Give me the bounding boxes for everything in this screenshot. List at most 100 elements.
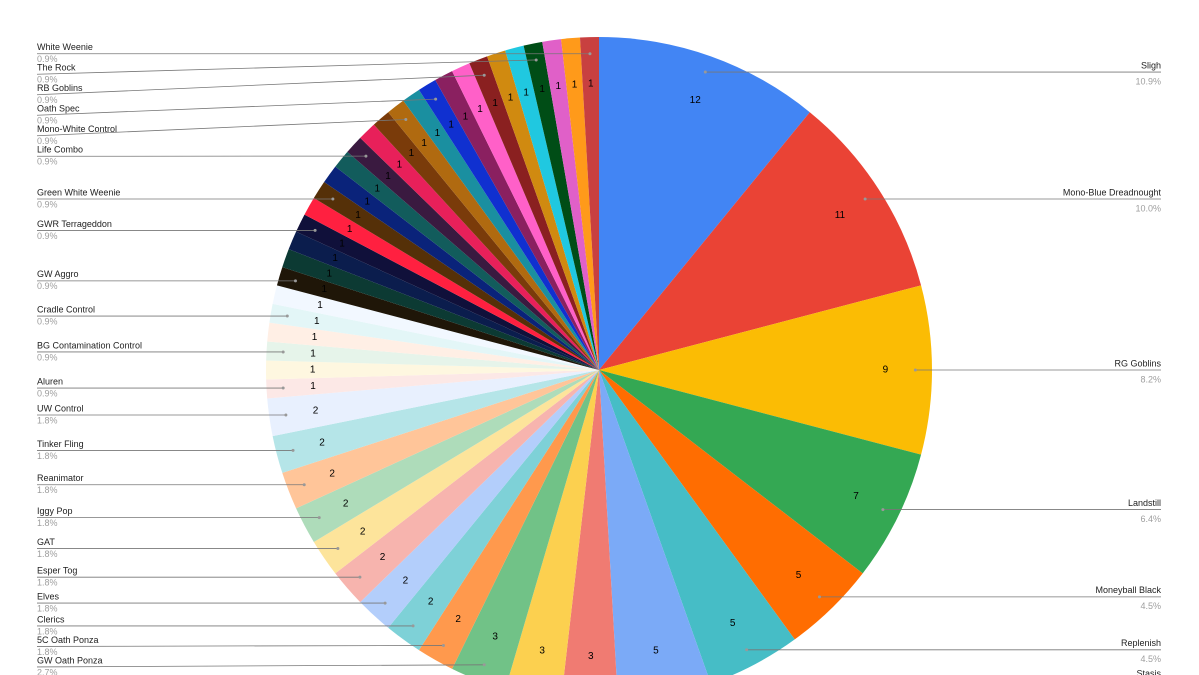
leader-dot — [331, 197, 335, 201]
leader-dot — [317, 516, 321, 520]
slice-label: GW Aggro — [37, 269, 79, 279]
leader-dot — [285, 314, 289, 318]
slice-label: Moneyball Black — [1095, 585, 1161, 595]
pie-slice — [599, 370, 795, 675]
slice-percent: 4.5% — [1140, 601, 1161, 611]
slice-value: 1 — [310, 348, 316, 359]
slice-value: 3 — [539, 645, 545, 656]
leader-dot — [281, 350, 285, 354]
leader-dot — [411, 624, 415, 628]
pie-slice — [266, 341, 599, 370]
pie-slice — [388, 370, 599, 651]
slice-value: 2 — [360, 526, 366, 537]
pie-slice — [373, 112, 599, 370]
slice-value: 2 — [455, 614, 461, 625]
pie-slice — [487, 50, 599, 371]
slice-label: Elves — [37, 591, 60, 601]
slice-label: Esper Tog — [37, 566, 77, 576]
pie-slice — [579, 37, 599, 370]
slice-label: Stasis — [1136, 668, 1161, 675]
slice-value: 1 — [555, 81, 561, 92]
slice-label: Tinker Fling — [37, 439, 84, 449]
slice-percent: 1.8% — [37, 578, 58, 588]
slice-value: 5 — [796, 570, 802, 581]
slice-value: 1 — [435, 128, 441, 139]
slice-label: Life Combo — [37, 145, 83, 155]
slice-value: 2 — [343, 498, 349, 509]
pie-slice — [266, 370, 599, 399]
pie-slice — [313, 182, 599, 370]
pie-slice — [267, 322, 599, 370]
slice-value: 1 — [314, 316, 320, 327]
slice-percent: 6.4% — [1140, 514, 1161, 524]
slice-label: GW Oath Ponza — [37, 655, 103, 665]
slice-value: 1 — [508, 92, 514, 103]
slice-value: 1 — [463, 111, 469, 122]
leader-dot — [358, 575, 362, 579]
slice-value: 2 — [319, 437, 325, 448]
leader-dot — [913, 368, 917, 372]
slice-value: 2 — [403, 576, 409, 587]
slice-percent: 4.5% — [1140, 654, 1161, 664]
slice-label: UW Control — [37, 403, 84, 413]
slice-value: 1 — [347, 224, 353, 235]
slice-value: 5 — [730, 618, 736, 629]
slice-value: 1 — [492, 98, 498, 109]
slice-value: 5 — [653, 645, 659, 656]
pie-slice — [418, 80, 599, 370]
leader-dot — [302, 483, 306, 487]
leader-dot — [313, 228, 317, 232]
pie-slice — [282, 370, 599, 509]
leader-line — [36, 74, 485, 96]
slice-value: 1 — [385, 171, 391, 182]
slice-value: 1 — [321, 284, 327, 295]
leader-dot — [588, 52, 592, 56]
slice-percent: 8.2% — [1140, 374, 1161, 384]
pie-slice — [505, 45, 599, 371]
leader-dot — [364, 154, 368, 158]
slice-percent: 10.9% — [1135, 76, 1161, 86]
slice-value: 1 — [409, 148, 415, 159]
leader-dot — [817, 595, 821, 599]
slice-percent: 0.9% — [37, 116, 58, 126]
slice-value: 1 — [375, 183, 381, 194]
slice-value: 7 — [853, 491, 859, 502]
leader-dot — [745, 648, 749, 652]
pie-slice — [599, 112, 922, 370]
slice-label: Reanimator — [37, 473, 84, 483]
pie-slice — [403, 89, 599, 370]
leader-dot — [383, 601, 387, 605]
slice-value: 2 — [313, 405, 319, 416]
slice-value: 1 — [310, 365, 316, 376]
leader-dot — [881, 508, 885, 512]
slice-value: 1 — [477, 104, 483, 115]
pie-slice — [599, 37, 810, 370]
slice-value: 11 — [835, 210, 846, 221]
pie-slice — [324, 166, 599, 370]
leader-dot — [534, 58, 538, 62]
slice-label: GWR Terrageddon — [37, 219, 112, 229]
pie-slice — [388, 100, 599, 370]
pie-slice — [360, 124, 599, 371]
slice-percent: 0.9% — [37, 54, 58, 64]
leader-line — [36, 645, 444, 647]
slice-label: Cradle Control — [37, 304, 95, 314]
leader-line — [36, 98, 436, 116]
slice-value: 1 — [339, 238, 345, 249]
slice-percent: 0.9% — [37, 136, 58, 146]
pie-slice — [523, 41, 599, 371]
pie-slice — [296, 214, 599, 370]
pie-slice — [418, 370, 599, 669]
slice-value: 1 — [365, 196, 371, 207]
pie-slice — [269, 303, 599, 370]
pie-slice — [360, 370, 599, 628]
slice-value: 1 — [572, 79, 578, 90]
slice-label: Clerics — [37, 614, 65, 624]
slice-label: BG Contamination Control — [37, 340, 142, 350]
slice-label: Oath Spec — [37, 104, 80, 114]
slice-value: 1 — [355, 210, 361, 221]
pie-slice — [509, 370, 599, 675]
slice-value: 3 — [492, 632, 498, 643]
pie-slice — [272, 370, 599, 473]
slice-value: 1 — [448, 119, 454, 130]
